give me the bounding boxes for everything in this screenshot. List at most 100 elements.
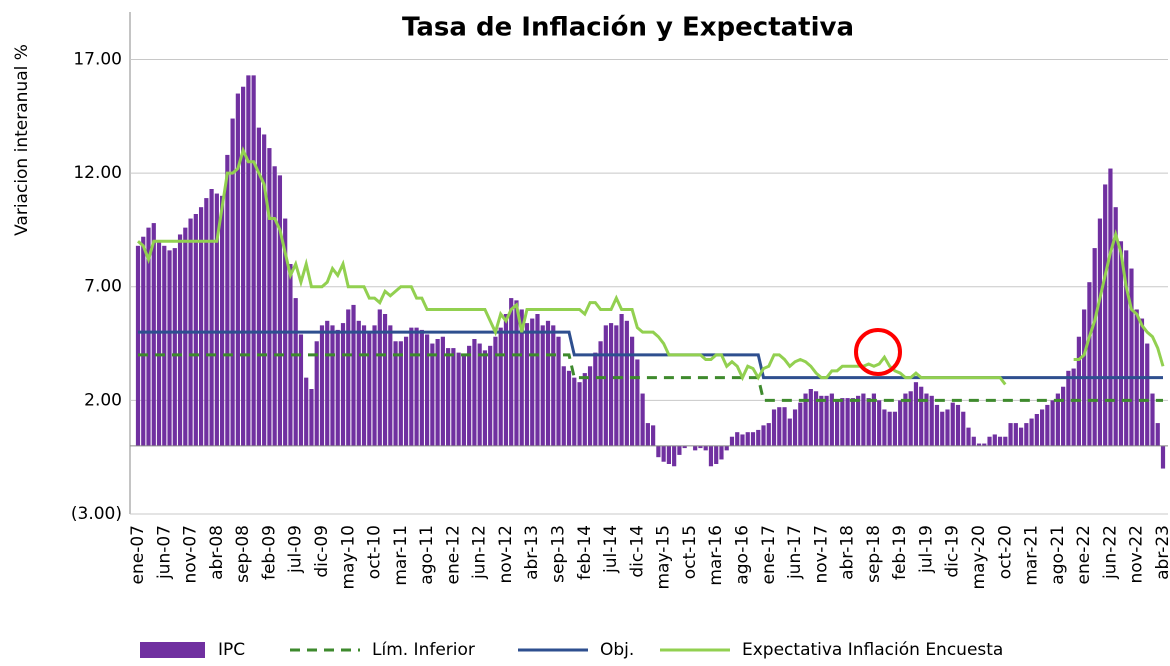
bar [1129,268,1134,446]
bar [509,298,514,446]
bar [856,395,861,446]
bar [314,341,319,446]
bar [340,323,346,446]
bar [409,327,414,446]
y-tick-label: 2.00 [84,390,122,410]
bar [456,352,461,446]
bar [703,445,708,451]
x-tick-label: abr-08 [207,525,227,580]
bar [624,320,629,446]
bar [845,398,850,446]
bar [792,409,798,446]
x-tick-label: sep-13 [549,525,569,583]
bar [551,325,556,446]
bar [1150,393,1155,446]
bar [787,418,792,446]
bar [204,198,209,446]
bar [430,343,435,446]
bar [177,234,183,446]
bar [924,393,929,446]
x-tick-label: nov-12 [496,525,516,584]
bar [908,391,913,446]
bar [288,264,293,446]
bar [782,407,787,446]
bar [934,404,940,446]
bar [1118,241,1124,446]
bar [1061,386,1066,446]
bar [577,382,582,446]
bar [372,325,377,446]
highlight-circle [854,328,902,376]
bar [582,373,587,446]
bar [950,402,955,446]
x-tick-label: dic-14 [627,525,647,578]
bar [419,329,424,446]
bar [425,334,430,446]
bar [382,314,388,446]
bar [198,207,204,446]
bar [367,332,372,446]
bar [304,377,309,446]
bar [156,241,162,446]
bar [214,193,219,446]
bar [1034,414,1039,446]
x-tick-label: ene-22 [1074,525,1094,584]
bar [940,411,945,446]
bar [193,214,198,446]
bar [1145,343,1150,446]
legend-label: Obj. [600,640,634,660]
bar [566,370,572,446]
bar [771,409,777,446]
bar [630,336,635,446]
bar [446,348,451,446]
x-tick-label: mar-16 [706,525,726,586]
bar [672,445,677,467]
bar [435,339,440,446]
bar [1040,409,1045,446]
bar [1076,336,1081,446]
line [138,353,1163,402]
bar [151,223,156,446]
bar [1103,184,1108,446]
bar [351,304,356,446]
x-tick-label: jul-09 [286,525,306,574]
bar [651,425,656,446]
bar [740,434,745,446]
bar [346,309,351,446]
x-tick-label: may-10 [338,525,358,590]
bar [561,366,566,446]
bar [829,393,834,446]
bar [714,445,719,464]
x-tick-label: ago-21 [1048,525,1068,585]
bar [1092,248,1097,446]
x-tick-label: dic-09 [312,525,332,578]
bar [451,348,456,446]
x-tick-label: feb-14 [575,525,595,580]
bar [682,445,687,449]
bar [598,341,603,446]
bar [955,404,961,446]
bar [1139,318,1145,446]
bar [172,248,177,446]
bar [819,395,824,446]
bar [545,320,551,446]
x-tick-label: sep-08 [233,525,253,583]
bar [635,359,640,446]
bar [1108,168,1113,446]
bar [1050,400,1055,446]
bar [1155,423,1160,446]
x-tick-label: abr-18 [838,525,858,580]
bar [246,75,251,446]
x-tick-label: ene-12 [443,525,463,584]
bar [256,127,261,446]
bar [1008,423,1013,446]
bar [1003,436,1008,446]
legend-label: Lím. Inferior [372,640,475,660]
bar [640,393,645,446]
bar [535,314,540,446]
bar [393,341,398,446]
x-tick-label: ene-17 [759,525,779,584]
bar [892,411,898,446]
bar [277,175,283,446]
bar [666,445,671,464]
